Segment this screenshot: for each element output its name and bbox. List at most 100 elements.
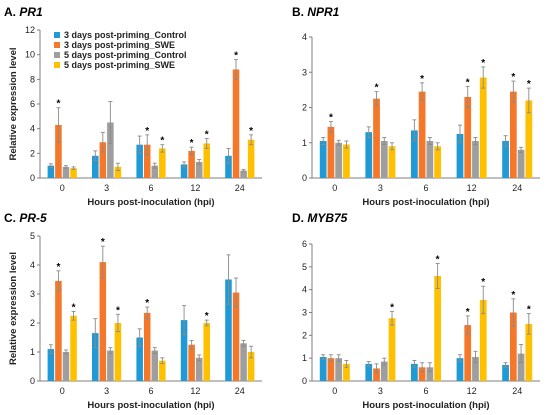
significance-star: * <box>160 136 164 147</box>
bar <box>517 149 525 178</box>
x-tick-label: 6 <box>148 386 153 396</box>
bar <box>335 358 343 381</box>
bar <box>47 165 55 178</box>
legend-label: 5 days post-priming_Control <box>64 50 187 60</box>
y-tick-label: 2 <box>30 318 35 328</box>
y-tick-label: 0 <box>302 376 307 386</box>
y-tick-label: 4 <box>30 260 35 270</box>
y-tick-label: 6 <box>30 99 35 109</box>
y-tick-label: 12 <box>25 25 35 35</box>
bar <box>410 363 418 381</box>
bar <box>373 368 380 381</box>
bar <box>203 323 210 381</box>
bar <box>517 353 525 381</box>
x-axis-title: Hours post-inoculation (hpi) <box>87 197 214 208</box>
panel-d-title: D. MYB75 <box>292 211 348 225</box>
bar <box>70 168 77 178</box>
bar <box>434 146 442 178</box>
bar <box>195 161 203 178</box>
significance-star: * <box>205 311 209 322</box>
legend-label: 3 days post-priming_Control <box>64 30 187 40</box>
bar <box>434 275 442 381</box>
legend-swatch <box>54 52 60 58</box>
y-tick-label: 4 <box>302 32 307 42</box>
significance-star: * <box>205 130 209 141</box>
y-tick-label: 0 <box>30 173 35 183</box>
y-tick-label: 2 <box>302 103 307 113</box>
bar <box>114 166 122 178</box>
x-tick-label: 0 <box>60 386 65 396</box>
significance-star: * <box>56 262 60 273</box>
bar <box>136 337 143 381</box>
bar <box>232 292 240 381</box>
bar <box>365 363 373 381</box>
bar <box>203 143 210 178</box>
x-tick-label: 3 <box>378 183 383 193</box>
bar <box>479 299 487 381</box>
x-tick-label: 0 <box>332 183 337 193</box>
legend-swatch <box>54 42 60 48</box>
significance-star: * <box>511 72 515 83</box>
x-tick-label: 24 <box>235 183 245 193</box>
y-tick-label: 5 <box>302 262 307 272</box>
x-tick-label: 12 <box>190 183 200 193</box>
y-tick-label: 3 <box>302 308 307 318</box>
y-tick-label: 3 <box>30 289 35 299</box>
significance-star: * <box>145 298 149 309</box>
bar <box>180 320 188 381</box>
x-axis-title: Hours post-inoculation (hpi) <box>362 197 489 208</box>
panel-c-title: C. PR-5 <box>4 211 47 225</box>
bar <box>479 77 487 178</box>
bar <box>509 312 517 381</box>
bar <box>70 315 77 381</box>
bar <box>143 312 151 381</box>
bar <box>151 350 159 381</box>
bar <box>136 144 143 178</box>
bar <box>502 365 509 381</box>
x-tick-label: 0 <box>332 386 337 396</box>
significance-star: * <box>72 302 76 313</box>
y-tick-label: 1 <box>302 353 307 363</box>
panel-a-title: A. PR1 <box>4 5 43 19</box>
bar <box>188 344 195 381</box>
significance-star: * <box>466 307 470 318</box>
x-tick-label: 6 <box>423 386 428 396</box>
bar <box>426 367 434 381</box>
bar <box>365 132 373 178</box>
bar <box>327 126 335 178</box>
y-tick-label: 1 <box>302 138 307 148</box>
legend-swatch <box>54 62 60 68</box>
bar <box>92 155 99 178</box>
bar <box>319 140 327 178</box>
y-tick-label: 0 <box>30 376 35 386</box>
bar <box>247 352 255 381</box>
significance-star: * <box>420 74 424 85</box>
x-tick-label: 24 <box>235 386 245 396</box>
y-tick-label: 2 <box>302 330 307 340</box>
y-axis-title: Relative expression level <box>8 252 19 365</box>
significance-star: * <box>101 237 105 248</box>
bar <box>107 122 114 178</box>
bar <box>472 140 479 178</box>
significance-star: * <box>511 290 515 301</box>
bar <box>47 349 55 381</box>
bar <box>327 358 335 381</box>
bar <box>464 325 472 381</box>
significance-star: * <box>329 113 333 124</box>
bar <box>107 350 114 381</box>
y-tick-label: 3 <box>302 67 307 77</box>
significance-star: * <box>375 83 379 94</box>
bar <box>62 166 70 178</box>
significance-star: * <box>481 277 485 288</box>
x-tick-label: 12 <box>467 386 477 396</box>
x-axis-title: Hours post-inoculation (hpi) <box>87 400 214 411</box>
bar <box>92 333 99 381</box>
x-tick-label: 12 <box>190 386 200 396</box>
bar <box>456 133 464 178</box>
x-axis-title: Hours post-inoculation (hpi) <box>362 400 489 411</box>
bar <box>159 360 166 381</box>
